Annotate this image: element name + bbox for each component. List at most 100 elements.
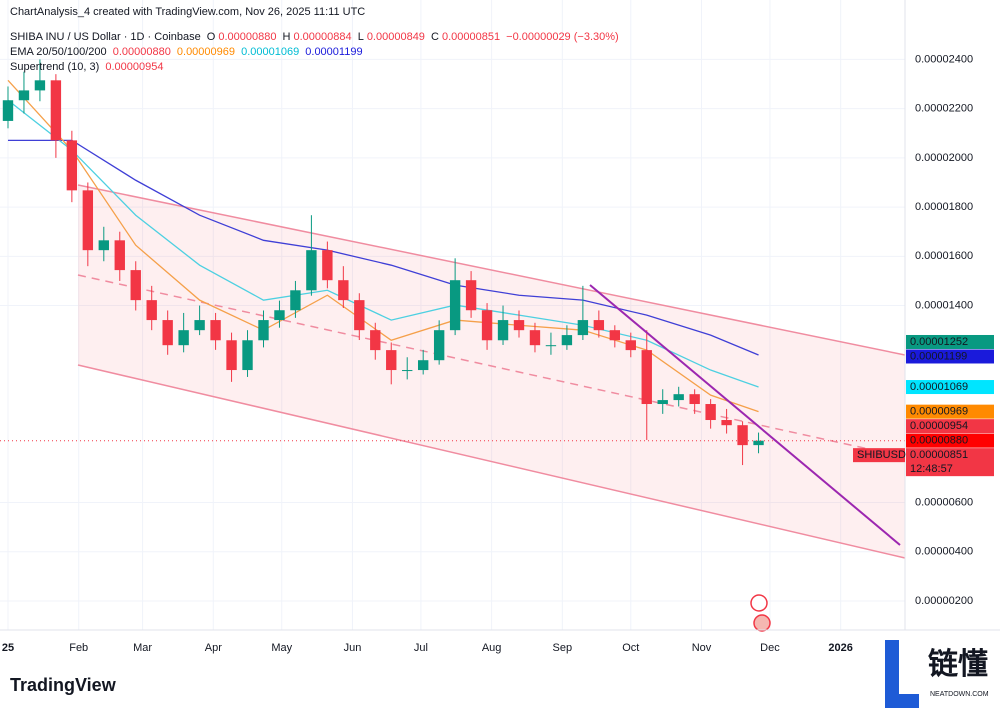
symbol: SHIBA INU / US Dollar · 1D · Coinbase xyxy=(10,31,201,43)
candle-body xyxy=(449,280,461,331)
candle-body xyxy=(673,394,684,401)
countdown: 12:48:57 xyxy=(910,463,953,475)
x-tick-label: Sep xyxy=(553,642,573,654)
price-label: 0.00000969 xyxy=(910,406,968,418)
axes: 0.00002400 0.00002200 0.00002000 0.00001800… xyxy=(2,53,994,654)
candle-body xyxy=(146,300,157,321)
ohlc-key: C xyxy=(431,31,439,43)
ohlc-key: L xyxy=(357,31,364,43)
change: −0.00000029 (−3.30%) xyxy=(506,31,619,43)
price-label-box xyxy=(906,433,994,448)
candle-body xyxy=(306,250,317,291)
price-label: 0.00001252 xyxy=(910,336,968,348)
candle-body xyxy=(50,80,62,141)
supertrend-line: Supertrend (10, 3) 0.00000954 xyxy=(10,61,166,73)
candle-body xyxy=(114,240,125,271)
y-tick-label: 0.00001800 xyxy=(915,201,973,213)
candle-body xyxy=(513,320,525,331)
candle-body xyxy=(370,330,381,351)
price-label-box xyxy=(906,349,994,364)
ema-label: EMA 20/50/100/200 xyxy=(10,46,107,58)
x-tick-label: Dec xyxy=(760,642,780,654)
x-tick-label: Jun xyxy=(344,642,362,654)
candle-body xyxy=(178,330,189,346)
event-icon xyxy=(753,614,771,632)
watermark-sub: NEATDOWN.COM xyxy=(930,691,989,698)
channel-fill xyxy=(78,185,905,558)
ohlc-key: H xyxy=(282,31,291,43)
ema-value: 0.00001199 xyxy=(305,46,363,58)
candle-body xyxy=(274,310,285,321)
price-label: 0.00000954 xyxy=(910,420,968,432)
trend-line xyxy=(589,284,901,546)
candle-body xyxy=(66,140,78,191)
ohlc-value: 0.00000880 xyxy=(218,31,277,43)
x-tick-label: Mar xyxy=(133,642,152,654)
x-tick-label: 25 xyxy=(2,642,14,654)
price-label-box xyxy=(906,404,994,419)
ohlc-value: 0.00000851 xyxy=(441,31,501,43)
candle-body xyxy=(338,280,349,301)
price-label: 0.00001199 xyxy=(910,350,967,362)
ohlc-value: 0.00000849 xyxy=(366,31,425,43)
symbol-tag: SHIBUSD xyxy=(857,449,906,461)
x-tick-label: Nov xyxy=(692,642,712,654)
candle-body xyxy=(417,360,429,371)
watermark-mark xyxy=(885,640,899,708)
ema-line xyxy=(7,139,759,356)
ohlc-value: 0.00000884 xyxy=(293,31,352,43)
candle-body xyxy=(657,400,668,405)
candle-body xyxy=(593,320,605,331)
ema-value: 0.00000880 xyxy=(112,46,171,58)
plot xyxy=(0,59,905,466)
supertrend-value: 0.00000954 xyxy=(105,61,164,73)
y-tick-label: 0.00001400 xyxy=(915,299,973,311)
x-tick-label: Oct xyxy=(622,642,639,654)
candle-body xyxy=(497,320,509,341)
candle-body xyxy=(561,335,573,346)
y-tick-label: 0.00002200 xyxy=(915,103,973,115)
y-tick-label: 0.00002000 xyxy=(915,152,973,164)
candle-body xyxy=(226,340,237,371)
y-tick-label: 0.00002400 xyxy=(915,53,973,65)
watermark: 链懂 xyxy=(928,647,988,681)
watermark-mark xyxy=(885,694,919,708)
candle-body xyxy=(641,350,652,405)
price-label-box xyxy=(906,448,994,477)
candle-body xyxy=(290,290,301,311)
candle-body xyxy=(210,320,221,341)
candle-body xyxy=(545,345,557,347)
x-tick-label: Feb xyxy=(69,642,88,654)
candle-body xyxy=(34,80,46,91)
channel-lower xyxy=(77,364,906,559)
channel-upper xyxy=(77,184,906,356)
x-tick-label: Aug xyxy=(482,642,502,654)
x-tick-label: May xyxy=(271,642,292,654)
candle-body xyxy=(98,240,109,251)
candle-body xyxy=(577,320,589,336)
ema-value: 0.00001069 xyxy=(241,46,300,58)
candle-body xyxy=(402,370,413,372)
ohlc-key: O xyxy=(206,31,216,43)
candle-body xyxy=(242,340,253,371)
channel-mid xyxy=(77,274,906,458)
candle-body xyxy=(2,100,14,121)
event-icon xyxy=(750,594,768,612)
x-tick-label: Jul xyxy=(414,642,428,654)
candle-body xyxy=(82,190,94,251)
candle-body xyxy=(354,300,365,331)
logo: TradingView xyxy=(10,675,117,695)
candle-body xyxy=(721,420,732,426)
candle-body xyxy=(194,320,205,331)
x-tick-label: 2026 xyxy=(828,642,852,654)
credit: ChartAnalysis_4 created with TradingView… xyxy=(10,6,366,18)
y-tick-label: 0.00001600 xyxy=(915,250,973,262)
candle-body xyxy=(162,320,173,346)
price-label: 0.00000880 xyxy=(910,435,968,447)
ema-line: EMA 20/50/100/200 0.00000880 0.00000969 … xyxy=(10,46,366,58)
y-tick-label: 0.00000200 xyxy=(915,595,973,607)
candle-body xyxy=(130,270,141,301)
